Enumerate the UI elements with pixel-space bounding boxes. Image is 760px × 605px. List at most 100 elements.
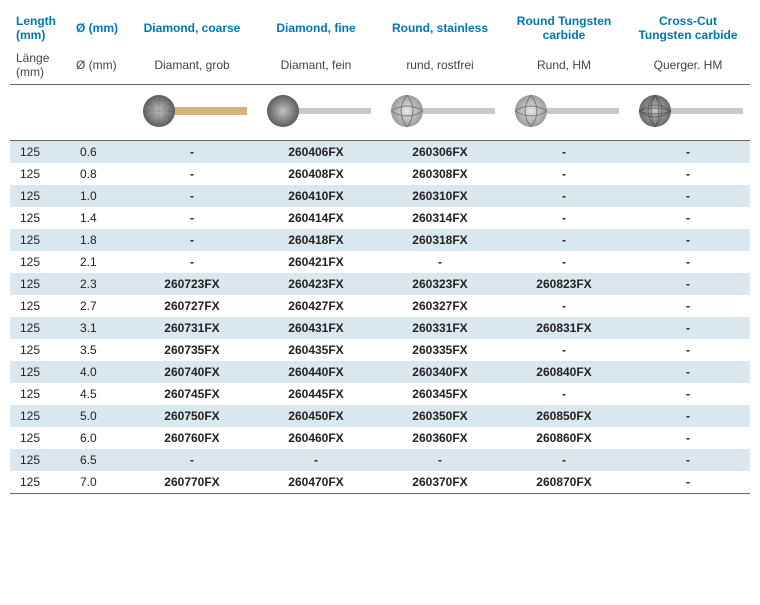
cell-product: 260314FX [378, 207, 502, 229]
col-subheader: Rund, HM [502, 47, 626, 84]
cell-product: 260323FX [378, 273, 502, 295]
col-header: Ø (mm) [70, 10, 130, 47]
cell-product: 260360FX [378, 427, 502, 449]
cell-length: 125 [10, 449, 70, 471]
cell-product: - [626, 317, 750, 339]
cell-product: - [502, 207, 626, 229]
cell-product: - [502, 295, 626, 317]
cell-product: - [626, 140, 750, 163]
table-row: 1256.0260760FX260460FX260360FX260860FX- [10, 427, 750, 449]
cell-diameter: 2.3 [70, 273, 130, 295]
cell-product: 260306FX [378, 140, 502, 163]
cell-product: - [502, 140, 626, 163]
table-body: 1250.6-260406FX260306FX--1250.8-260408FX… [10, 140, 750, 493]
cell-length: 125 [10, 185, 70, 207]
product-table: Length (mm) Ø (mm) Diamond, coarse Diamo… [10, 10, 750, 494]
cell-product: 260745FX [130, 383, 254, 405]
cell-length: 125 [10, 471, 70, 494]
cell-product: - [626, 405, 750, 427]
col-subheader: Länge (mm) [10, 47, 70, 84]
cell-diameter: 1.4 [70, 207, 130, 229]
cell-product: 260318FX [378, 229, 502, 251]
table-row: 1255.0260750FX260450FX260350FX260850FX- [10, 405, 750, 427]
col-subheader: Diamant, grob [130, 47, 254, 84]
cell-product: 260408FX [254, 163, 378, 185]
cell-length: 125 [10, 207, 70, 229]
cell-length: 125 [10, 339, 70, 361]
cell-length: 125 [10, 140, 70, 163]
cell-product: - [626, 163, 750, 185]
cell-diameter: 2.1 [70, 251, 130, 273]
table-row: 1254.5260745FX260445FX260345FX-- [10, 383, 750, 405]
table-row: 1253.1260731FX260431FX260331FX260831FX- [10, 317, 750, 339]
col-subheader: Diamant, fein [254, 47, 378, 84]
cell-length: 125 [10, 383, 70, 405]
cell-diameter: 0.6 [70, 140, 130, 163]
cell-length: 125 [10, 163, 70, 185]
cell-product: - [502, 163, 626, 185]
cell-product: 260723FX [130, 273, 254, 295]
img-cell [130, 84, 254, 140]
header-row-images [10, 84, 750, 140]
cell-product: - [130, 163, 254, 185]
cell-product: - [502, 339, 626, 361]
cell-product: - [626, 361, 750, 383]
table-row: 1252.1-260421FX--- [10, 251, 750, 273]
cell-product: 260860FX [502, 427, 626, 449]
col-header: Round, stainless [378, 10, 502, 47]
col-header: Length (mm) [10, 10, 70, 47]
cell-product: 260427FX [254, 295, 378, 317]
cell-product: - [130, 185, 254, 207]
cell-product: - [130, 251, 254, 273]
cell-diameter: 0.8 [70, 163, 130, 185]
cell-product: 260770FX [130, 471, 254, 494]
cell-length: 125 [10, 405, 70, 427]
bur-icon-diamond-coarse [137, 91, 247, 131]
table-row: 1252.3260723FX260423FX260323FX260823FX- [10, 273, 750, 295]
cell-product: - [130, 229, 254, 251]
cell-product: 260470FX [254, 471, 378, 494]
col-header: Diamond, fine [254, 10, 378, 47]
cell-diameter: 3.1 [70, 317, 130, 339]
table-row: 1252.7260727FX260427FX260327FX-- [10, 295, 750, 317]
cell-product: 260350FX [378, 405, 502, 427]
cell-product: - [254, 449, 378, 471]
cell-product: 260406FX [254, 140, 378, 163]
cell-diameter: 4.5 [70, 383, 130, 405]
header-row-de: Länge (mm) Ø (mm) Diamant, grob Diamant,… [10, 47, 750, 84]
table-row: 1254.0260740FX260440FX260340FX260840FX- [10, 361, 750, 383]
cell-product: 260335FX [378, 339, 502, 361]
table-row: 1250.8-260408FX260308FX-- [10, 163, 750, 185]
cell-product: 260370FX [378, 471, 502, 494]
cell-diameter: 4.0 [70, 361, 130, 383]
col-header: Cross-Cut Tungsten carbide [626, 10, 750, 47]
img-cell-empty [70, 84, 130, 140]
cell-product: 260308FX [378, 163, 502, 185]
cell-product: - [378, 449, 502, 471]
cell-product: 260310FX [378, 185, 502, 207]
cell-product: - [502, 185, 626, 207]
cell-length: 125 [10, 427, 70, 449]
cell-product: 260418FX [254, 229, 378, 251]
bur-icon-diamond-fine [261, 91, 371, 131]
cell-product: - [626, 273, 750, 295]
cell-length: 125 [10, 361, 70, 383]
cell-product: 260850FX [502, 405, 626, 427]
cell-length: 125 [10, 273, 70, 295]
bur-icon-round-tc [509, 91, 619, 131]
cell-product: - [626, 185, 750, 207]
cell-product: - [626, 251, 750, 273]
cell-diameter: 7.0 [70, 471, 130, 494]
header-row-en: Length (mm) Ø (mm) Diamond, coarse Diamo… [10, 10, 750, 47]
cell-product: - [626, 427, 750, 449]
table-row: 1256.5----- [10, 449, 750, 471]
cell-diameter: 1.8 [70, 229, 130, 251]
cell-product: - [626, 207, 750, 229]
cell-product: 260727FX [130, 295, 254, 317]
cell-product: - [130, 140, 254, 163]
cell-product: 260460FX [254, 427, 378, 449]
cell-length: 125 [10, 295, 70, 317]
cell-product: 260450FX [254, 405, 378, 427]
cell-diameter: 6.5 [70, 449, 130, 471]
cell-product: 260340FX [378, 361, 502, 383]
